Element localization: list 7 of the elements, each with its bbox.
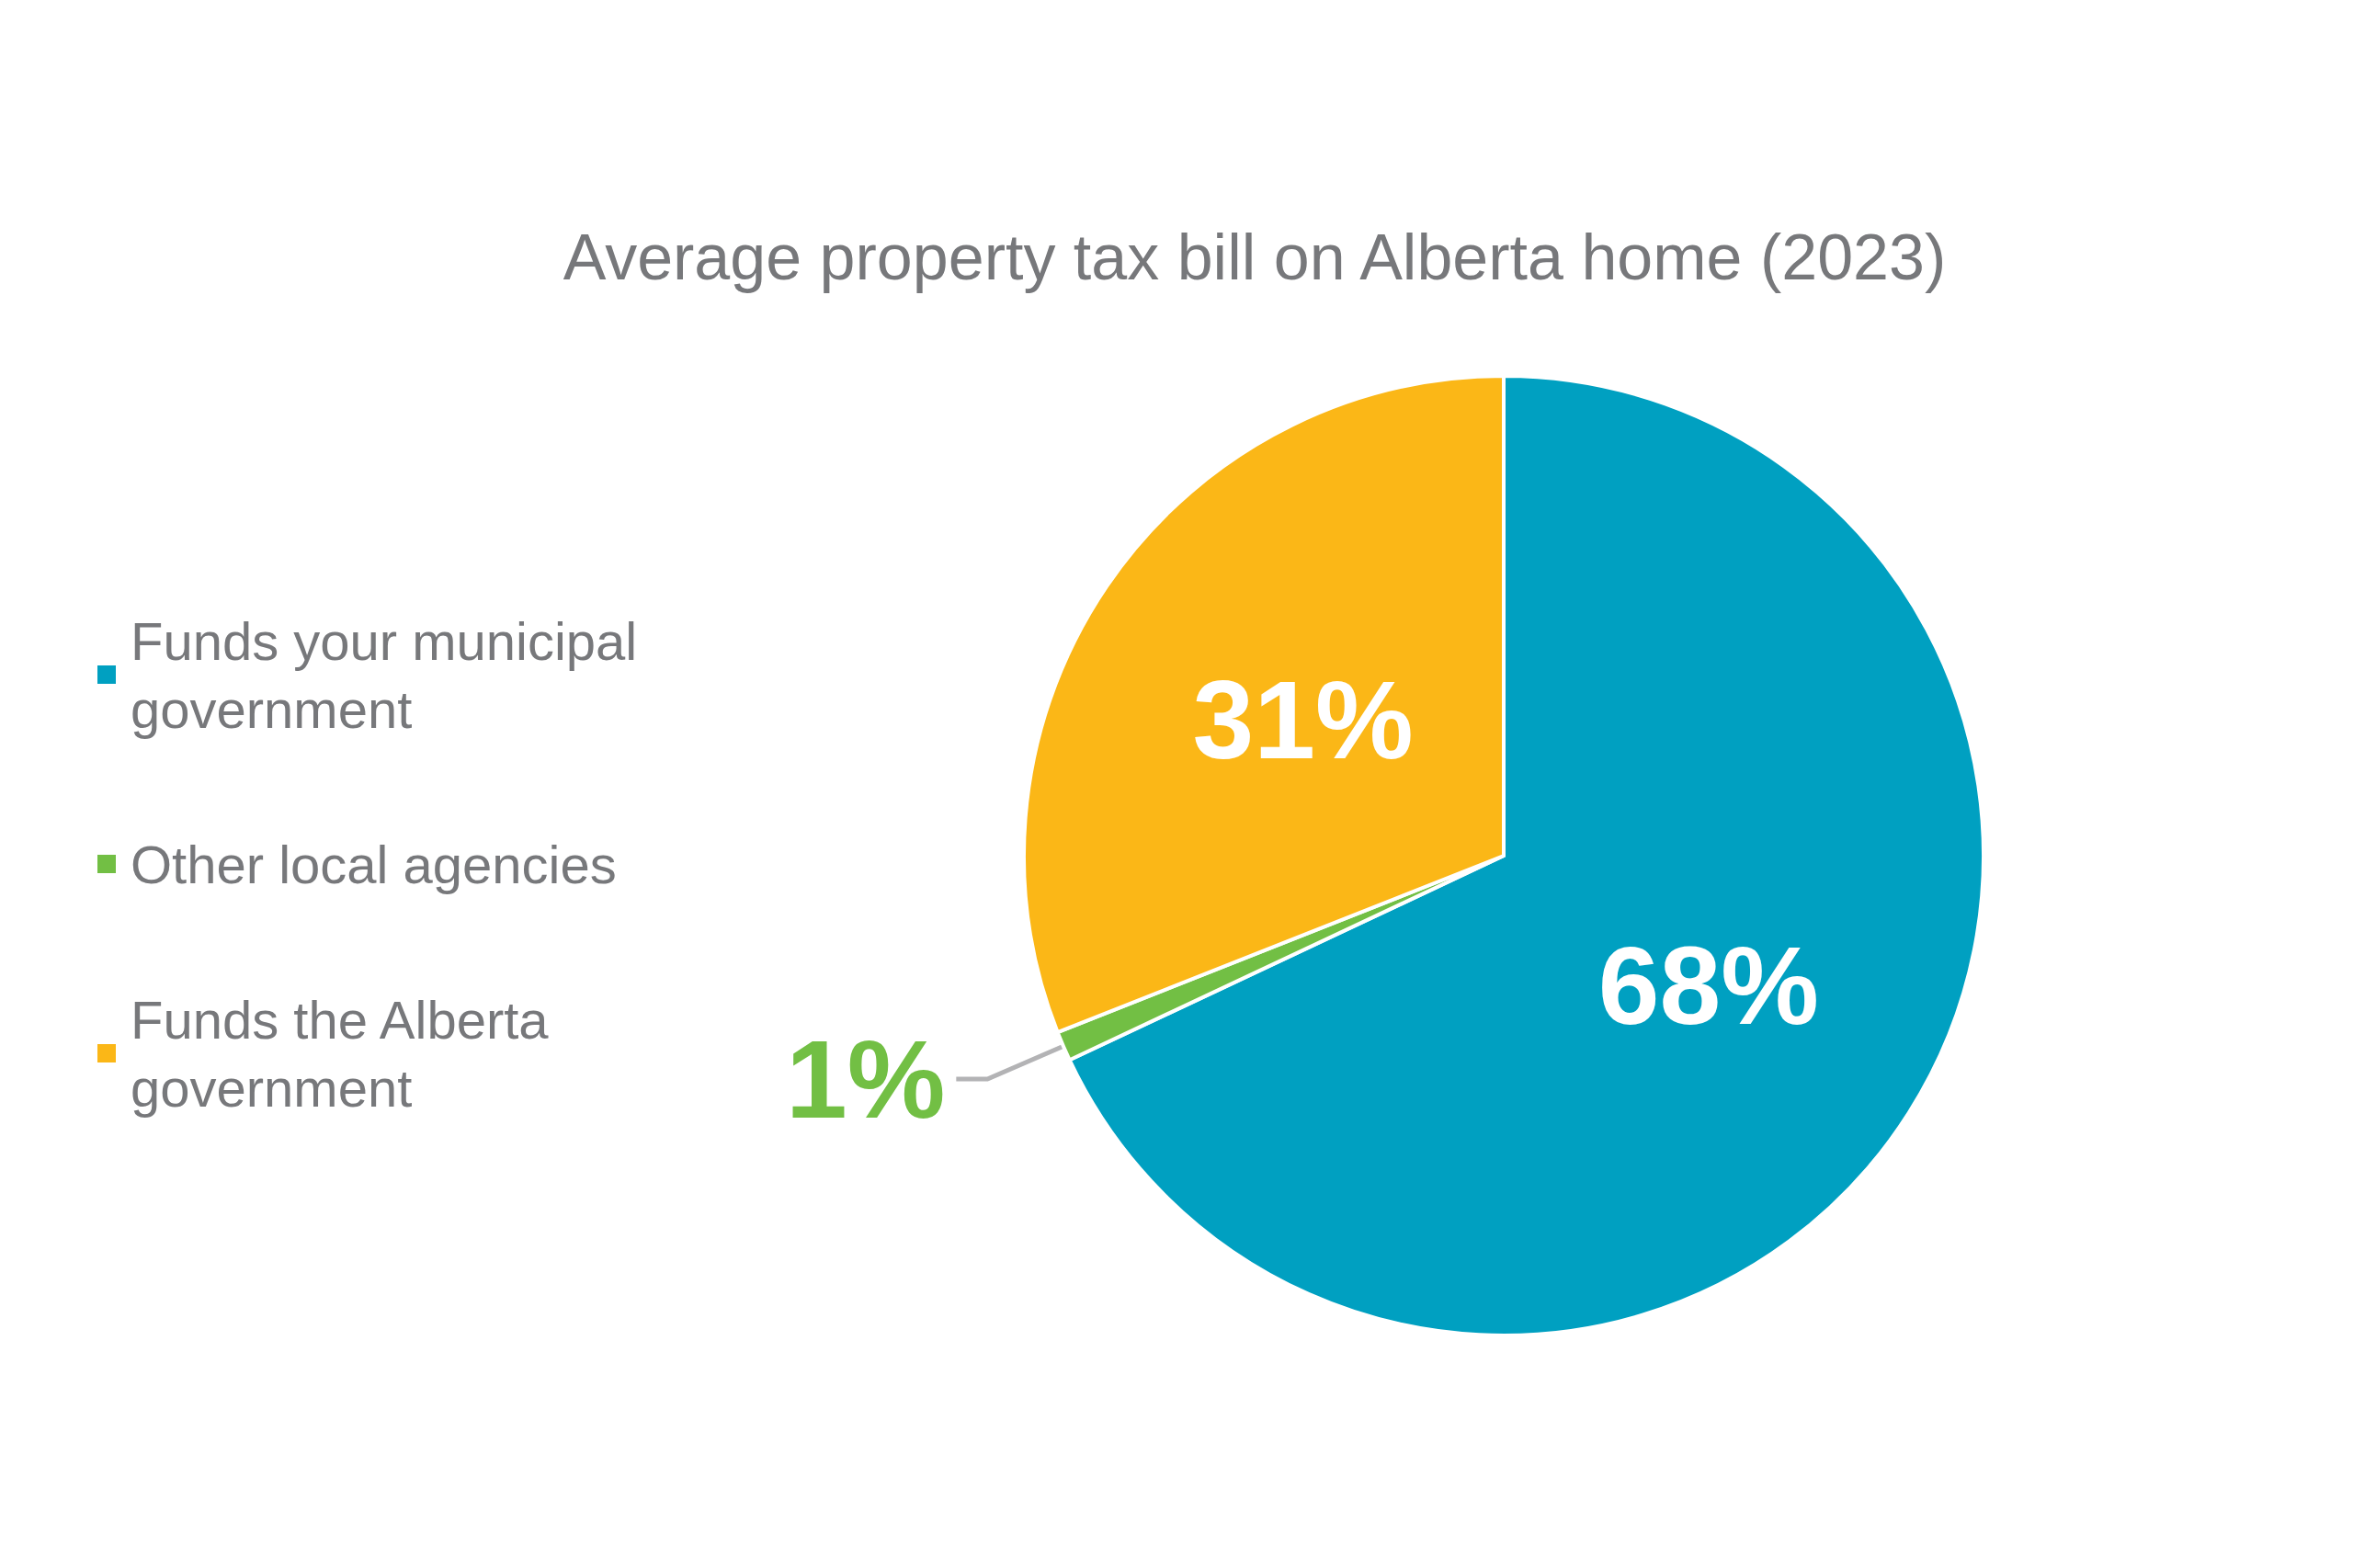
legend-label: Other local agencies xyxy=(131,834,617,894)
chart-title: Average property tax bill on Alberta home (2023) xyxy=(563,222,1947,293)
data-label: 1% xyxy=(785,1017,946,1142)
legend-label: Funds your municipal government xyxy=(131,610,653,739)
legend-label: Funds the Alberta government xyxy=(131,989,563,1118)
data-label: 68% xyxy=(1597,924,1819,1048)
data-label: 31% xyxy=(1192,657,1414,781)
